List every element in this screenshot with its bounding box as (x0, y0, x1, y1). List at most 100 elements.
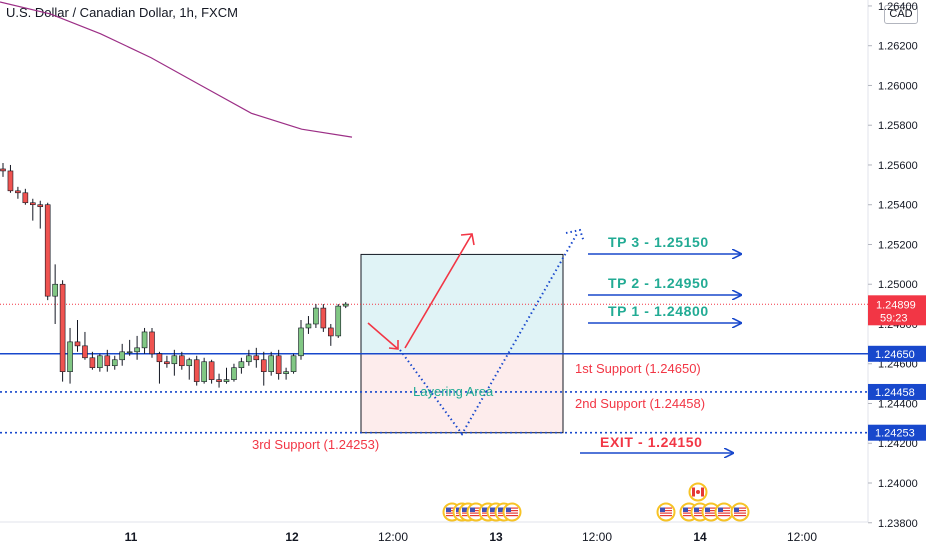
candle-body (342, 303, 349, 307)
candle (52, 264, 58, 324)
candle-body (52, 283, 58, 297)
candle (290, 353, 297, 374)
bullish-arrowhead (460, 233, 475, 246)
price-tick-label: 1.25200 (878, 239, 918, 251)
bar-countdown: 59:23 (880, 312, 908, 324)
candle-body (223, 379, 230, 382)
candle (216, 373, 222, 388)
candle (164, 355, 170, 368)
candle-body (335, 305, 342, 337)
candle (0, 162, 6, 177)
candle-body (97, 355, 103, 369)
candle (298, 320, 304, 360)
candle (186, 357, 193, 380)
price-tick-label: 1.26400 (878, 1, 918, 13)
time-tick-label: 14 (693, 530, 707, 544)
candle (97, 353, 103, 372)
candle (238, 357, 245, 374)
level-tag-bg (868, 424, 926, 441)
level-tag-text: 1.24253 (875, 428, 915, 440)
candle-body (149, 331, 155, 355)
candle-body (201, 361, 207, 382)
candle-body (82, 345, 88, 359)
take-profit-label: TP 2 - 1.24950 (608, 275, 709, 291)
candle (320, 304, 327, 332)
us-flag-icon[interactable] (502, 502, 522, 522)
candle-body (111, 359, 118, 367)
candle (231, 363, 237, 382)
candle-body (305, 323, 312, 329)
candle-body (164, 361, 170, 365)
level-price-tag: 1.24253 (868, 424, 926, 441)
candle-body (7, 170, 14, 192)
candle (193, 355, 200, 386)
candle (156, 351, 163, 384)
candle-body (141, 331, 148, 349)
candle (253, 347, 260, 368)
support-label: 1st Support (1.24650) (575, 361, 701, 376)
candle-body (0, 168, 6, 172)
us-flag-icon[interactable] (714, 502, 734, 522)
currency-badge[interactable]: CAD (884, 5, 918, 24)
price-tick-label: 1.25800 (878, 120, 918, 132)
candle-body (59, 283, 66, 372)
price-tick-label: 1.26000 (878, 80, 918, 92)
time-tick-label: 12:00 (787, 530, 817, 544)
candle (342, 302, 349, 309)
price-tick-label: 1.24000 (878, 478, 918, 490)
entry-arrow-down (367, 322, 399, 350)
candle (44, 202, 51, 301)
price-tick-label: 1.25000 (878, 279, 918, 291)
candle-body (246, 355, 252, 363)
moving-average-line (0, 1, 353, 138)
time-tick-label: 11 (125, 530, 138, 544)
candle (171, 349, 178, 376)
candle-body (179, 355, 185, 367)
candle-body (104, 355, 111, 367)
candle-body (126, 351, 133, 354)
us-flag-icon[interactable] (656, 502, 676, 522)
candle-body (119, 351, 125, 361)
take-profit-label: TP 1 - 1.24800 (608, 303, 709, 319)
candle (82, 331, 88, 360)
price-tick-label: 1.23800 (878, 518, 918, 530)
projected-arrowhead (565, 228, 585, 243)
candle (59, 280, 66, 382)
candle (104, 349, 111, 372)
candle (111, 355, 118, 370)
candle-body (327, 327, 334, 337)
candle (67, 327, 73, 384)
level-tag-text: 1.24650 (875, 349, 915, 361)
candle-body (134, 347, 140, 353)
candle (268, 351, 275, 376)
canada-flag-icon[interactable] (688, 482, 708, 502)
price-tick-label: 1.24400 (878, 398, 918, 410)
time-tick-label: 12:00 (582, 530, 612, 544)
candle-body (216, 379, 222, 382)
candle (15, 186, 21, 199)
time-tick-label: 12 (285, 530, 299, 544)
level-tag-text: 1.24458 (875, 387, 915, 399)
candle (260, 351, 267, 386)
current-price-value: 1.24899 (876, 299, 916, 311)
candle-body (74, 341, 81, 347)
candle-body (275, 355, 282, 374)
exit-label: EXIT - 1.24150 (600, 434, 703, 450)
candle (313, 304, 319, 328)
candle (89, 351, 96, 370)
candle (275, 349, 282, 380)
price-tick-label: 1.25600 (878, 160, 918, 172)
candle (223, 367, 230, 384)
time-tick-label: 13 (489, 530, 503, 544)
candle-body (208, 361, 215, 380)
candle (37, 200, 44, 229)
candle (74, 320, 81, 352)
candle (201, 357, 207, 384)
candle (335, 304, 342, 338)
candle (126, 339, 133, 356)
projected-path (399, 231, 579, 436)
candle (246, 349, 252, 366)
us-flag-icon[interactable] (730, 502, 750, 522)
layering-zone (361, 353, 563, 433)
